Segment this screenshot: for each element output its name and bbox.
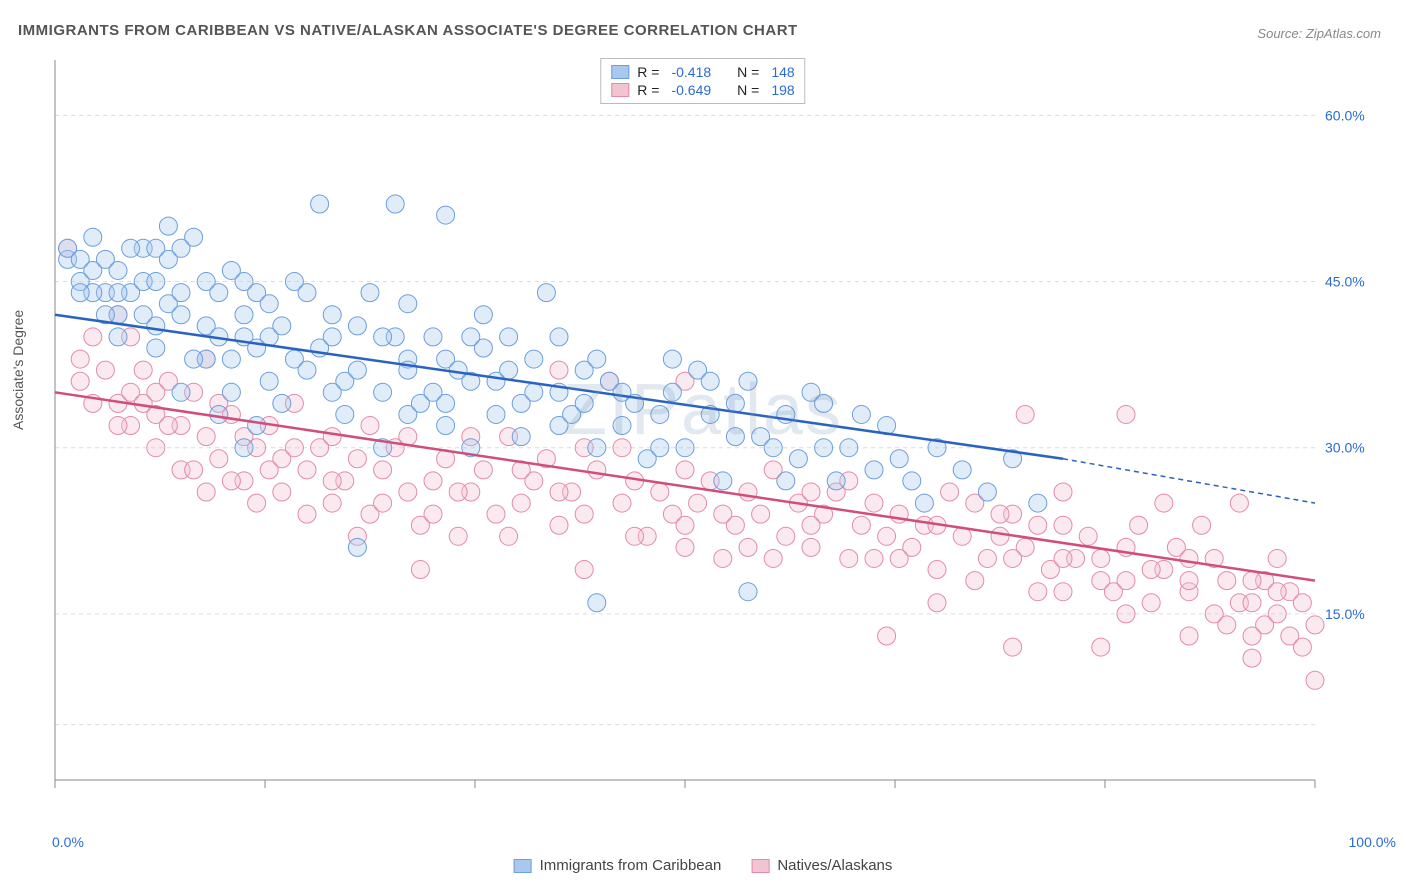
swatch-natives-icon [751, 859, 769, 873]
r-value-natives: -0.649 [671, 82, 711, 98]
series-legend: Immigrants from Caribbean Natives/Alaska… [514, 857, 893, 874]
svg-text:15.0%: 15.0% [1325, 606, 1365, 622]
swatch-natives [611, 83, 629, 97]
source-value: ZipAtlas.com [1306, 26, 1381, 41]
svg-text:45.0%: 45.0% [1325, 274, 1365, 290]
correlation-legend: R = -0.418 N = 148 R = -0.649 N = 198 [600, 58, 805, 104]
swatch-caribbean-icon [514, 859, 532, 873]
n-label: N = [737, 64, 759, 80]
legend-item-natives: Natives/Alaskans [751, 857, 892, 874]
legend-label-natives: Natives/Alaskans [777, 857, 892, 874]
chart-title: IMMIGRANTS FROM CARIBBEAN VS NATIVE/ALAS… [18, 22, 798, 39]
n-value-natives: 198 [771, 82, 794, 98]
y-axis-label: Associate's Degree [10, 310, 26, 430]
r-label: R = [637, 64, 659, 80]
scatter-plot: 15.0% 30.0% 45.0% 60.0% [50, 55, 1370, 815]
svg-text:60.0%: 60.0% [1325, 107, 1365, 123]
n-value-caribbean: 148 [771, 64, 794, 80]
source-label: Source: [1257, 26, 1302, 41]
legend-row-natives: R = -0.649 N = 198 [611, 81, 794, 99]
legend-label-caribbean: Immigrants from Caribbean [540, 857, 722, 874]
legend-row-caribbean: R = -0.418 N = 148 [611, 63, 794, 81]
svg-text:30.0%: 30.0% [1325, 440, 1365, 456]
x-tick-0: 0.0% [52, 834, 84, 850]
source-attribution: Source: ZipAtlas.com [1257, 26, 1381, 41]
chart-container: IMMIGRANTS FROM CARIBBEAN VS NATIVE/ALAS… [0, 0, 1406, 892]
legend-item-caribbean: Immigrants from Caribbean [514, 857, 722, 874]
n-label: N = [737, 82, 759, 98]
r-label: R = [637, 82, 659, 98]
r-value-caribbean: -0.418 [671, 64, 711, 80]
x-tick-100: 100.0% [1349, 834, 1396, 850]
swatch-caribbean [611, 65, 629, 79]
